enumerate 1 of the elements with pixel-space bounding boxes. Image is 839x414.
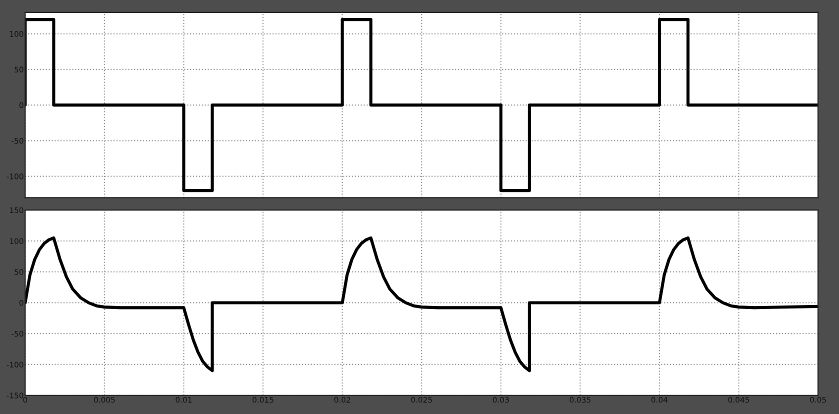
line-series: [25, 236, 818, 372]
